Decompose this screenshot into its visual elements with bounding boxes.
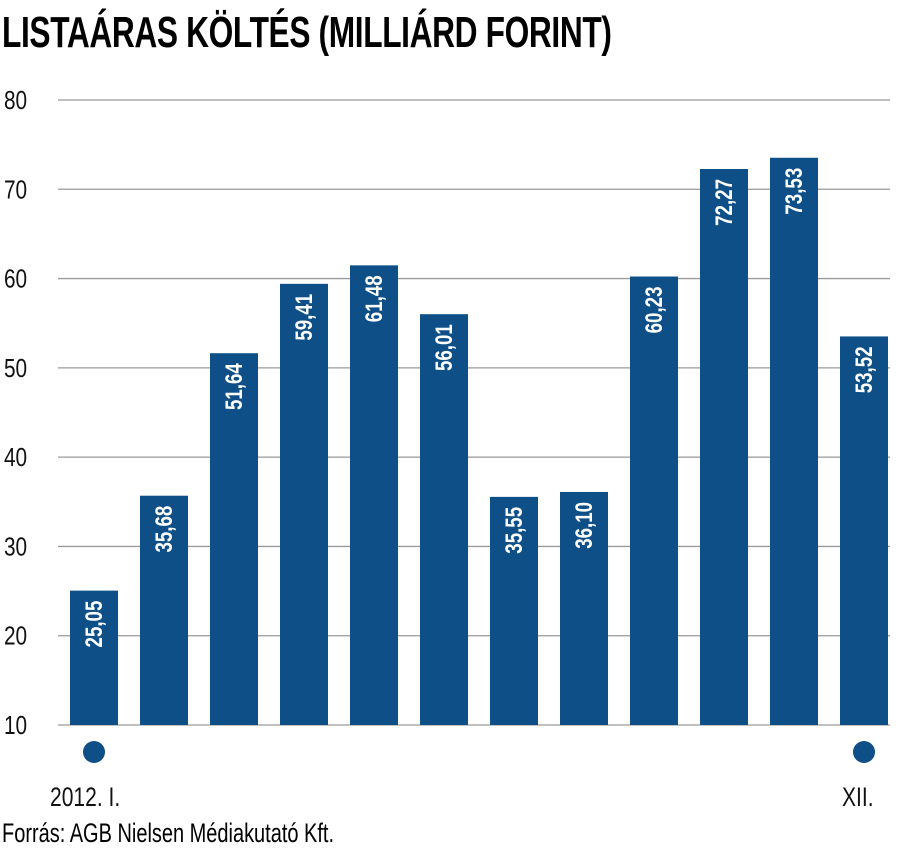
bar bbox=[350, 265, 398, 725]
bar bbox=[630, 276, 678, 725]
bar-value-label: 60,23 bbox=[641, 286, 668, 333]
bar bbox=[490, 496, 538, 725]
y-tick-label: 50 bbox=[4, 354, 27, 383]
y-tick-label: 80 bbox=[4, 86, 27, 115]
bar-value-label: 36,10 bbox=[571, 502, 598, 549]
bar-value-label: 51,64 bbox=[221, 363, 248, 410]
bar bbox=[770, 157, 818, 726]
y-tick-label: 60 bbox=[4, 264, 27, 293]
bar-value-label: 56,01 bbox=[431, 324, 458, 371]
bar bbox=[140, 495, 188, 725]
bar-value-label: 73,53 bbox=[781, 168, 808, 215]
bar-value-label: 25,05 bbox=[81, 601, 108, 648]
bar-value-label: 72,27 bbox=[711, 179, 738, 226]
bar bbox=[280, 283, 328, 725]
x-axis-label-start: 2012. I. bbox=[50, 783, 120, 813]
bar-value-label: 53,52 bbox=[851, 346, 878, 393]
bar bbox=[560, 491, 608, 725]
start-marker-icon bbox=[83, 741, 105, 763]
y-tick-label: 30 bbox=[4, 532, 27, 561]
bar-value-label: 59,41 bbox=[291, 294, 318, 341]
x-axis-label-end: XII. bbox=[842, 783, 874, 813]
source-note: Forrás: AGB Nielsen Médiakutató Kft. bbox=[2, 818, 335, 848]
bar-value-label: 61,48 bbox=[361, 275, 388, 322]
bar bbox=[420, 314, 468, 725]
bar bbox=[700, 169, 748, 726]
y-tick-label: 10 bbox=[4, 711, 27, 740]
bar-value-label: 35,68 bbox=[151, 506, 178, 553]
y-tick-label: 20 bbox=[4, 622, 27, 651]
end-marker-icon bbox=[853, 741, 875, 763]
bar bbox=[840, 336, 888, 725]
bar-value-label: 35,55 bbox=[501, 507, 528, 554]
y-tick-label: 40 bbox=[4, 443, 27, 472]
bar bbox=[70, 590, 118, 725]
chart-title: LISTAÁRAS KÖLTÉS (MILLIÁRD FORINT) bbox=[2, 8, 612, 57]
bar bbox=[210, 353, 258, 725]
y-tick-label: 70 bbox=[4, 175, 27, 204]
